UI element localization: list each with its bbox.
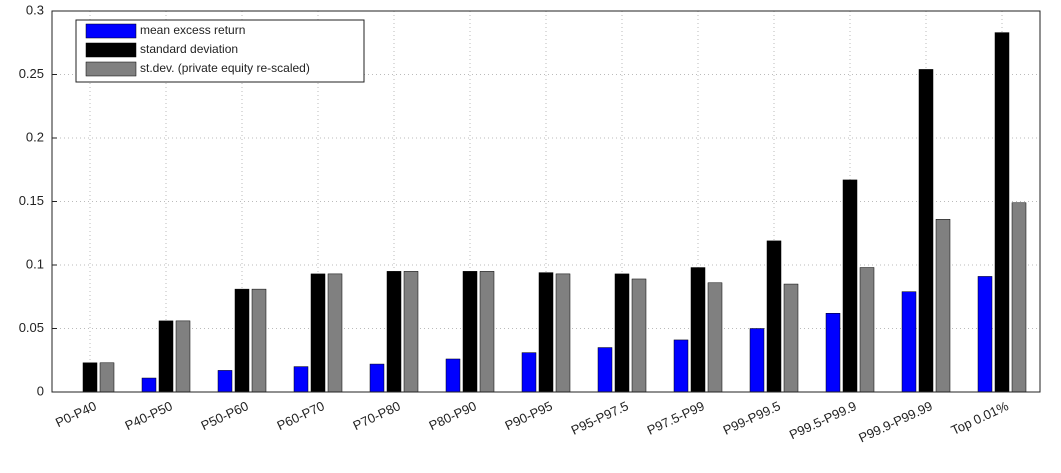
bar: [690, 267, 706, 393]
legend-label: st.dev. (private equity re-scaled): [140, 61, 310, 75]
y-tick-label: 0.3: [26, 2, 44, 17]
bar: [859, 267, 875, 393]
bar: [234, 288, 250, 393]
bar: [614, 273, 630, 393]
bar: [538, 272, 554, 393]
legend-label: mean excess return: [140, 23, 245, 37]
bar: [479, 271, 495, 393]
bar: [935, 219, 951, 393]
x-tick-label: P99-P99.5: [721, 398, 783, 438]
legend-swatch: [85, 61, 137, 77]
y-tick-label: 0.15: [19, 193, 44, 208]
bar: [749, 328, 765, 393]
bar: [158, 320, 174, 393]
bar: [251, 288, 267, 393]
bar: [175, 320, 191, 393]
bar: [445, 358, 461, 393]
bar: [386, 271, 402, 393]
bar: [783, 283, 799, 393]
x-tick-label: P40-P50: [123, 398, 175, 433]
x-tick-label: P60-P70: [275, 398, 327, 433]
legend-label: standard deviation: [140, 42, 238, 56]
bar: [327, 273, 343, 393]
bar: [977, 276, 993, 393]
y-tick-label: 0.2: [26, 129, 44, 144]
x-tick-label: Top 0.01%: [949, 398, 1011, 438]
bar: [99, 362, 115, 393]
bar: [597, 347, 613, 393]
bar: [631, 278, 647, 393]
bar: [555, 273, 571, 393]
bar: [521, 352, 537, 393]
bar: [141, 377, 157, 393]
x-tick-label: P95-P97.5: [569, 398, 631, 438]
x-tick-label: P0-P40: [53, 398, 99, 430]
bar: [1011, 202, 1027, 393]
x-tick-label: P99.5-P99.9: [787, 398, 859, 442]
legend-swatch: [85, 23, 137, 39]
bar: [217, 370, 233, 393]
plot-frame: [51, 10, 1041, 393]
bar: [766, 240, 782, 393]
bar: [462, 271, 478, 393]
y-tick-label: 0: [37, 383, 44, 398]
bar: [82, 362, 98, 393]
y-tick-label: 0.05: [19, 320, 44, 335]
y-tick-label: 0.25: [19, 66, 44, 81]
bar: [994, 32, 1010, 393]
x-tick-label: P97.5-P99: [645, 398, 707, 438]
x-tick-label: P50-P60: [199, 398, 251, 433]
bar: [310, 273, 326, 393]
bar: [825, 313, 841, 393]
y-tick-label: 0.1: [26, 256, 44, 271]
x-tick-label: P90-P95: [503, 398, 555, 433]
bar: [369, 363, 385, 393]
x-tick-label: P99.9-P99.99: [856, 398, 934, 445]
x-tick-label: P70-P80: [351, 398, 403, 433]
legend-swatch: [85, 42, 137, 58]
bar: [403, 271, 419, 393]
bar: [901, 291, 917, 393]
bar: [673, 339, 689, 393]
bar: [842, 179, 858, 393]
bar: [918, 69, 934, 393]
bar: [293, 366, 309, 393]
bar: [707, 282, 723, 393]
x-tick-label: P80-P90: [427, 398, 479, 433]
